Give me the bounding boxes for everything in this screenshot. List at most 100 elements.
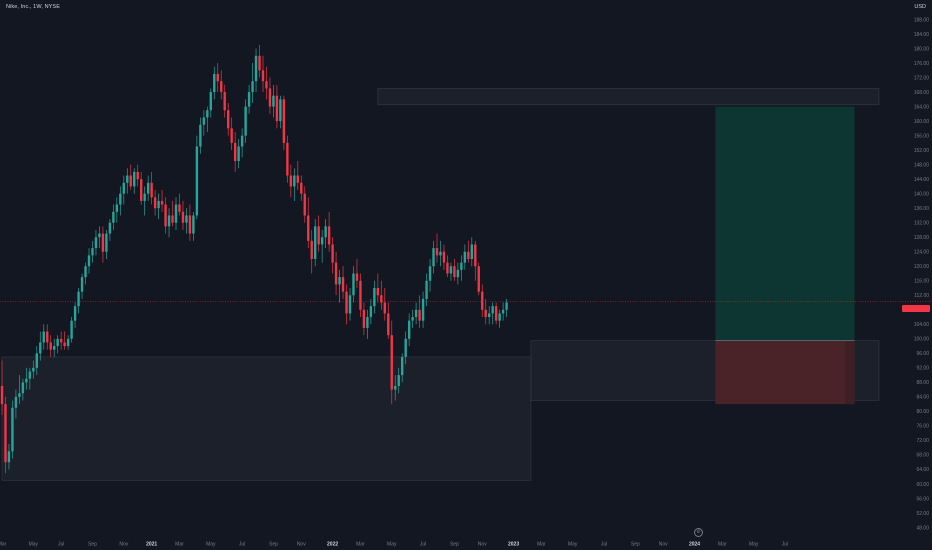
candle	[160, 200, 164, 205]
y-axis-tick-label: 184.00	[914, 32, 930, 38]
candle	[251, 81, 254, 93]
y-axis-tick-label: 68.00	[916, 453, 929, 459]
candle	[484, 309, 487, 318]
symbol-legend: Nike, Inc., 1W, NYSE	[6, 4, 60, 10]
y-axis-tick-label: 160.00	[914, 119, 930, 125]
candle	[216, 73, 219, 82]
candle	[369, 306, 373, 318]
y-axis-tick-label: 92.00	[916, 366, 929, 372]
candle	[233, 142, 237, 162]
candle	[279, 99, 282, 122]
y-axis-tick-label: 116.00	[914, 279, 929, 285]
candle	[380, 295, 383, 303]
y-axis-tick-label: 180.00	[914, 46, 930, 52]
candle	[73, 306, 77, 321]
candle	[442, 251, 446, 263]
candle	[237, 146, 240, 162]
candle	[157, 200, 160, 209]
candle	[84, 266, 87, 278]
candle	[446, 262, 449, 274]
candle	[425, 280, 428, 299]
candle	[28, 371, 32, 379]
candle	[366, 317, 369, 328]
candle	[49, 342, 52, 350]
x-axis-tick-label: Mar	[356, 542, 365, 548]
x-axis-tick-label: May	[206, 542, 216, 548]
candle	[164, 204, 167, 227]
candle	[171, 215, 174, 223]
candle	[310, 240, 313, 259]
candle	[407, 320, 411, 339]
x-axis-tick-label: Jul	[601, 542, 607, 548]
candle	[303, 193, 306, 216]
candle	[359, 280, 362, 310]
candle	[272, 95, 275, 107]
candle	[94, 237, 98, 249]
candle	[275, 95, 279, 122]
candle	[449, 266, 453, 274]
candle	[32, 367, 35, 372]
candle	[254, 55, 258, 82]
supply-zone-0[interactable]	[377, 88, 880, 106]
candle	[206, 110, 209, 118]
candle	[42, 331, 45, 343]
candle	[300, 182, 303, 194]
x-axis-tick-label: Nov	[119, 542, 128, 548]
x-axis-tick-label: May	[387, 542, 397, 548]
y-axis-tick-label: 168.00	[914, 90, 930, 96]
candle	[140, 179, 143, 201]
candle	[63, 342, 66, 347]
candle	[261, 70, 265, 82]
candle	[428, 266, 432, 281]
x-axis-tick-label: Jul	[239, 542, 245, 548]
candle	[435, 248, 439, 256]
candle	[404, 338, 407, 357]
stop-zone[interactable]	[715, 340, 855, 405]
candle	[199, 124, 202, 147]
candle	[230, 128, 233, 143]
candle	[414, 309, 418, 318]
candle	[390, 335, 393, 390]
candle	[195, 146, 199, 216]
candle	[167, 215, 171, 227]
candle	[320, 237, 324, 245]
y-axis-tick-label: 148.00	[914, 162, 930, 168]
target-zone[interactable]	[715, 106, 855, 341]
candle	[192, 215, 195, 234]
candle	[418, 309, 421, 321]
gear-icon[interactable]: ⚙	[694, 528, 703, 537]
candle	[334, 262, 338, 285]
candle	[348, 295, 352, 314]
y-axis-tick-label: 72.00	[916, 438, 929, 444]
candle	[11, 407, 14, 452]
candle	[341, 277, 345, 292]
candle	[101, 233, 105, 252]
candle	[286, 142, 289, 176]
stop-zone-shade	[845, 340, 855, 405]
candle	[481, 291, 484, 310]
y-axis-tick-label: 132.00	[914, 221, 930, 227]
x-axis-tick-label: 2022	[327, 542, 338, 548]
last-price-tag	[902, 304, 930, 312]
candle	[331, 244, 334, 263]
candle	[223, 92, 226, 111]
demand-zone-1[interactable]	[1, 356, 532, 481]
candle	[317, 226, 320, 245]
candle	[401, 356, 404, 376]
candle	[289, 175, 293, 187]
candle	[432, 248, 435, 267]
candle	[488, 313, 491, 318]
y-axis-tick-label: 136.00	[914, 206, 930, 212]
candle	[98, 233, 101, 238]
candle	[126, 175, 129, 183]
candle	[91, 248, 94, 256]
x-axis-tick-label: Sep	[88, 542, 97, 548]
y-axis-tick-label: 100.00	[914, 337, 930, 343]
candle	[453, 266, 456, 278]
x-axis-tick-label: Jul	[420, 542, 426, 548]
candle	[105, 233, 108, 252]
candle	[66, 338, 70, 347]
x-axis-tick-label: May	[749, 542, 759, 548]
